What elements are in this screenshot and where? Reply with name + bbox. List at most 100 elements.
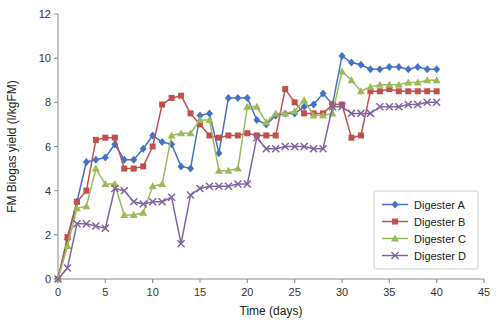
point-marker — [178, 240, 185, 247]
point-marker — [225, 132, 231, 138]
y-tick — [54, 146, 58, 147]
point-marker — [93, 137, 99, 143]
y-tick-label: 2 — [45, 229, 51, 241]
point-marker — [424, 65, 431, 73]
point-marker — [300, 96, 308, 103]
point-marker — [396, 88, 402, 94]
point-marker — [234, 94, 241, 102]
point-marker — [376, 81, 384, 88]
point-marker — [423, 76, 431, 83]
point-marker — [253, 116, 260, 124]
point-marker — [73, 204, 81, 211]
point-marker — [112, 135, 118, 141]
point-marker — [357, 87, 365, 94]
point-marker — [234, 165, 242, 172]
legend-label: Digester A — [414, 199, 465, 211]
point-marker — [310, 145, 317, 152]
point-marker — [149, 182, 157, 189]
legend-item: Digester A — [382, 199, 465, 211]
point-marker — [405, 101, 412, 108]
point-marker — [292, 99, 298, 105]
point-marker — [168, 194, 175, 201]
point-marker — [339, 52, 346, 60]
point-marker — [291, 107, 299, 114]
point-marker — [310, 101, 317, 109]
point-marker — [405, 65, 412, 73]
point-marker — [243, 103, 251, 110]
y-tick — [54, 234, 58, 235]
point-marker — [414, 78, 422, 85]
point-marker — [225, 94, 232, 102]
point-marker — [140, 163, 146, 169]
legend-item: Digester B — [382, 216, 465, 228]
point-marker — [282, 86, 288, 92]
point-marker — [150, 144, 156, 150]
point-marker — [234, 181, 241, 188]
point-marker — [433, 99, 440, 106]
x-tick — [152, 279, 153, 283]
x-tick-label: 15 — [194, 286, 206, 298]
point-marker — [168, 131, 176, 138]
x-tick — [200, 279, 201, 283]
y-tick — [54, 102, 58, 103]
point-marker — [433, 76, 441, 83]
point-marker — [367, 110, 374, 117]
y-tick-label: 6 — [45, 141, 51, 153]
point-marker — [338, 67, 346, 74]
x-tick-label: 25 — [289, 286, 301, 298]
point-marker — [92, 223, 99, 230]
point-marker — [178, 93, 184, 99]
legend-marker — [392, 201, 399, 209]
point-marker — [140, 200, 147, 207]
axes: 051015202530354045024681012 — [39, 8, 490, 298]
point-marker — [55, 276, 61, 282]
point-marker — [395, 63, 402, 71]
y-axis-label: FM Biogas yield (l/kgFM) — [5, 80, 19, 213]
point-marker — [263, 145, 270, 152]
point-marker — [92, 165, 100, 172]
y-tick — [54, 58, 58, 59]
point-marker — [414, 63, 421, 71]
point-marker — [386, 103, 393, 110]
legend-marker — [392, 219, 398, 225]
x-tick-label: 35 — [383, 286, 395, 298]
point-marker — [196, 116, 204, 123]
point-marker — [320, 145, 327, 152]
point-marker — [376, 103, 383, 110]
point-marker — [347, 76, 355, 83]
x-tick-label: 40 — [431, 286, 443, 298]
point-marker — [225, 183, 232, 190]
x-axis-label: Time (days) — [240, 304, 303, 318]
point-marker — [197, 185, 204, 192]
point-marker — [348, 110, 355, 117]
point-marker — [206, 183, 213, 190]
point-marker — [414, 101, 421, 108]
point-marker — [130, 198, 137, 205]
point-marker — [130, 211, 138, 218]
point-marker — [131, 166, 137, 172]
point-marker — [159, 198, 166, 205]
point-marker — [187, 165, 194, 173]
legend-frame — [374, 191, 478, 269]
point-marker — [244, 94, 251, 102]
point-marker — [433, 65, 440, 73]
point-marker — [395, 103, 402, 110]
chart: 051015202530354045024681012Time (days)FM… — [0, 0, 500, 325]
point-marker — [235, 132, 241, 138]
point-marker — [386, 63, 393, 71]
point-marker — [140, 145, 147, 153]
x-tick-label: 0 — [55, 286, 61, 298]
point-marker — [120, 211, 128, 218]
x-axis-line — [58, 279, 484, 280]
x-tick — [247, 279, 248, 283]
y-tick — [54, 190, 58, 191]
y-tick — [54, 14, 58, 15]
point-marker — [395, 81, 403, 88]
point-marker — [82, 202, 90, 209]
legend: Digester ADigester BDigester CDigester D — [374, 191, 478, 269]
y-tick-label: 10 — [39, 52, 51, 64]
point-marker — [253, 134, 260, 141]
x-tick-label: 5 — [102, 286, 108, 298]
y-tick-label: 8 — [45, 96, 51, 108]
legend-marker — [392, 252, 399, 259]
